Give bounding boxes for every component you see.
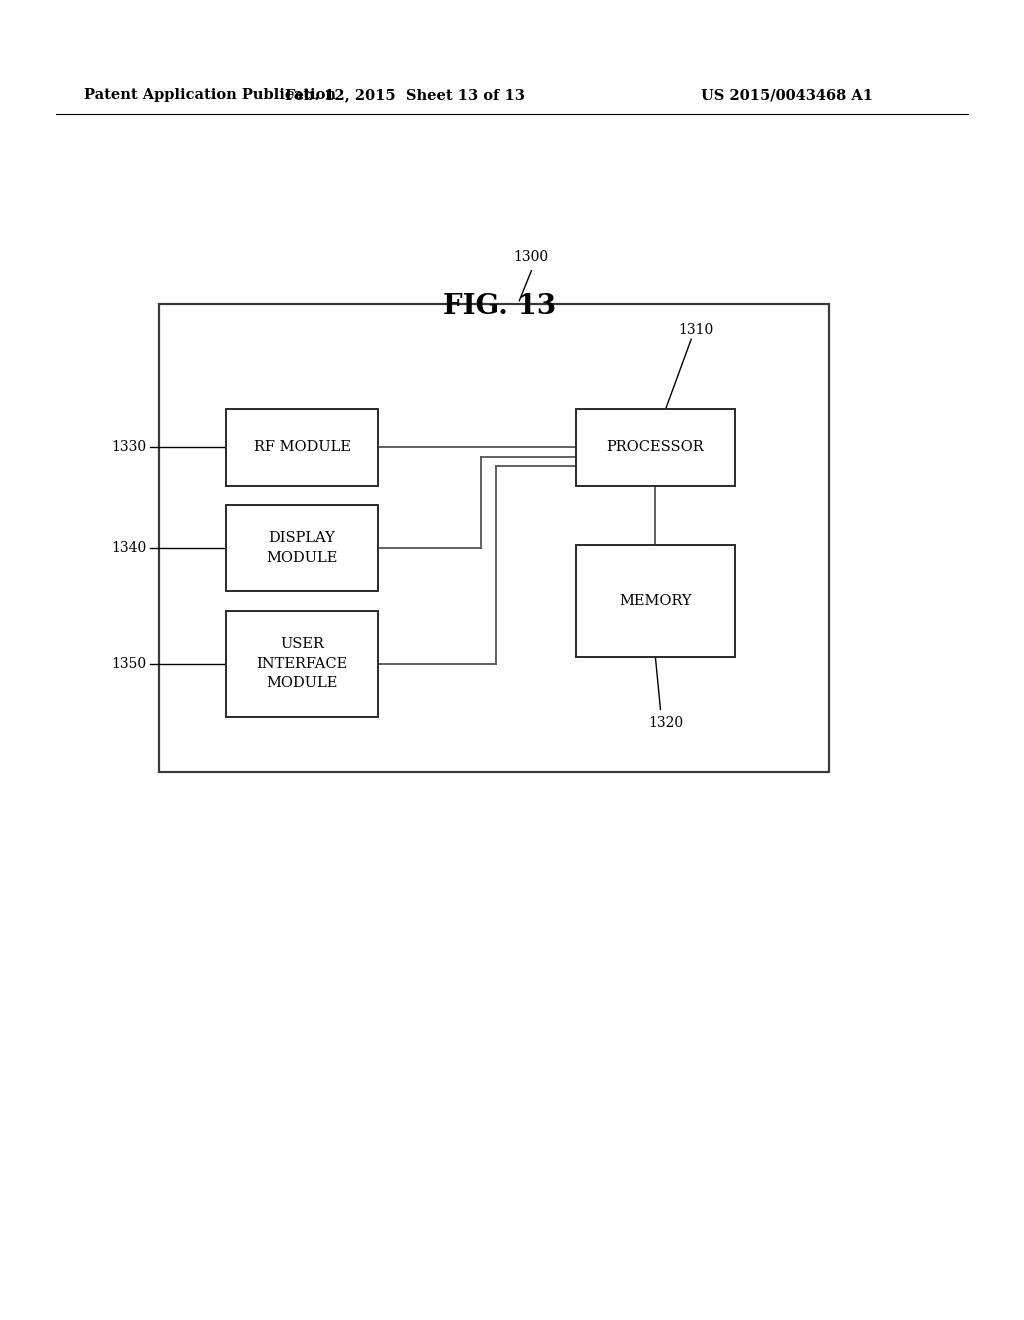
Text: DISPLAY
MODULE: DISPLAY MODULE [266, 531, 338, 565]
Text: FIG. 13: FIG. 13 [443, 293, 556, 319]
Text: US 2015/0043468 A1: US 2015/0043468 A1 [701, 88, 873, 102]
Text: 1330: 1330 [112, 441, 146, 454]
Bar [226, 506, 378, 591]
Text: Feb. 12, 2015  Sheet 13 of 13: Feb. 12, 2015 Sheet 13 of 13 [285, 88, 524, 102]
Text: RF MODULE: RF MODULE [254, 441, 350, 454]
Text: 1320: 1320 [648, 715, 683, 730]
Text: PROCESSOR: PROCESSOR [606, 441, 705, 454]
Bar [575, 409, 735, 486]
Text: USER
INTERFACE
MODULE: USER INTERFACE MODULE [256, 638, 348, 690]
Bar [226, 611, 378, 717]
Text: 1300: 1300 [513, 249, 548, 264]
Text: 1310: 1310 [679, 322, 714, 337]
Bar [575, 544, 735, 656]
Text: 1340: 1340 [112, 541, 146, 554]
Text: MEMORY: MEMORY [620, 594, 691, 607]
Text: 1350: 1350 [112, 657, 146, 671]
Bar [159, 304, 829, 772]
Bar [226, 409, 378, 486]
Text: Patent Application Publication: Patent Application Publication [84, 88, 336, 102]
